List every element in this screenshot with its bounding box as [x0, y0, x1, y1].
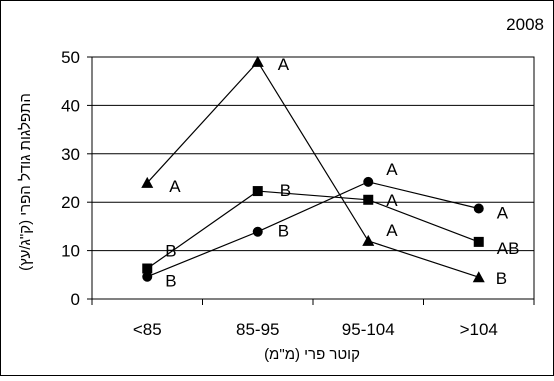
data-label: B	[280, 181, 291, 200]
y-tick-label: 40	[61, 96, 80, 115]
data-point-triangle	[362, 234, 375, 246]
y-tick-label: 10	[61, 242, 80, 261]
axes: 0 10 20 30 40 50 <85 85-95 95-104 >104	[61, 48, 535, 339]
data-label: A	[169, 177, 181, 196]
y-tick-label: 20	[61, 193, 80, 212]
x-tick-label: >104	[460, 320, 498, 339]
data-label: A	[278, 55, 290, 74]
x-tick-label: <85	[133, 320, 162, 339]
data-point-circle	[142, 271, 153, 282]
data-point-circle	[363, 176, 374, 187]
data-label: B	[165, 272, 176, 291]
x-tick-label: 95-104	[342, 320, 395, 339]
data-point-triangle	[472, 271, 485, 283]
y-tick-label: 0	[71, 290, 80, 309]
data-point-square	[252, 186, 263, 197]
data-point-square	[363, 194, 374, 205]
data-label: A	[386, 221, 398, 240]
y-tick-label: 50	[61, 48, 80, 67]
x-tick-label: 85-95	[236, 320, 279, 339]
data-point-triangle	[141, 176, 154, 188]
data-point-circle	[252, 226, 263, 237]
series-line	[146, 190, 479, 269]
data-label: A	[386, 191, 398, 210]
y-axis-title: התפלגות גודל הפרי (ק"ג/עץ)	[17, 93, 34, 271]
data-label: B	[278, 222, 289, 241]
data-label: A	[497, 203, 509, 222]
x-axis-title: קוטר פרי (מ"מ)	[264, 346, 360, 363]
y-tick-label: 30	[61, 145, 80, 164]
data-label: AB	[497, 239, 520, 258]
series-line	[146, 60, 479, 278]
data-point-circle	[473, 203, 484, 214]
data-label: B	[165, 242, 176, 261]
data-point-square	[142, 263, 153, 274]
data-point-square	[473, 236, 484, 247]
data-label: B	[496, 269, 507, 288]
series-line	[147, 181, 479, 278]
data-label: A	[386, 160, 398, 179]
data-point-triangle	[251, 55, 264, 67]
chart-title: 2008	[506, 15, 544, 34]
